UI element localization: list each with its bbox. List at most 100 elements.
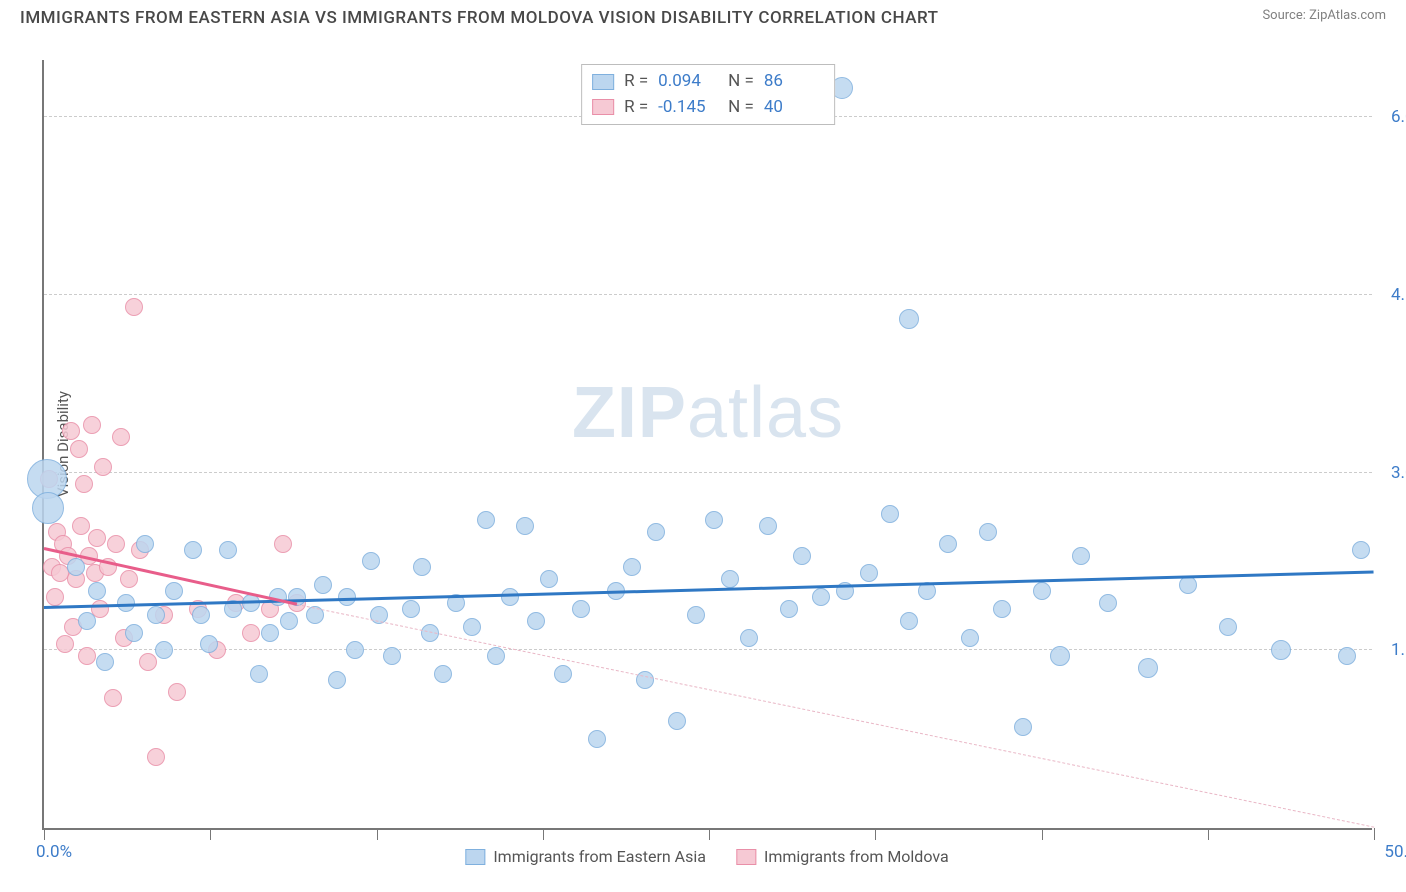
x-tick-label: 0.0% [36,842,72,862]
data-point [155,641,173,659]
data-point [139,653,157,671]
data-point [647,523,665,541]
data-point [78,647,96,665]
data-point [860,564,878,582]
legend-row: R = 0.094 N = 86 [592,69,824,95]
data-point [900,612,918,630]
data-point [200,635,218,653]
data-point [540,570,558,588]
source-link[interactable]: ZipAtlas.com [1309,8,1386,23]
series-legend: Immigrants from Eastern Asia Immigrants f… [465,847,948,866]
data-point [94,458,112,476]
data-point [125,298,143,316]
y-tick-label: 3.0% [1391,463,1406,483]
data-point [721,570,739,588]
data-point [939,535,957,553]
data-point [147,748,165,766]
x-tick [543,828,544,840]
data-point [572,600,590,618]
data-point [107,535,125,553]
data-point [740,629,758,647]
data-point [516,517,534,535]
data-point [136,535,154,553]
data-point [463,618,481,636]
data-point [1352,541,1370,559]
data-point [434,665,452,683]
data-point [165,582,183,600]
data-point [274,535,292,553]
data-point [104,689,122,707]
x-tick [1208,828,1209,840]
legend-swatch [592,74,614,90]
legend-item: Immigrants from Eastern Asia [465,847,706,866]
data-point [527,612,545,630]
data-point [56,635,74,653]
data-point [705,511,723,529]
data-point [362,552,380,570]
data-point [1099,594,1117,612]
data-point [250,665,268,683]
data-point [477,511,495,529]
data-point [1338,647,1356,665]
data-point [383,647,401,665]
x-tick [44,828,45,840]
data-point [812,588,830,606]
correlation-legend: R = 0.094 N = 86R = -0.145 N = 40 [581,64,835,125]
data-point [70,440,88,458]
data-point [314,576,332,594]
data-point [979,523,997,541]
trend-line [44,570,1374,609]
data-point [402,600,420,618]
data-point [32,492,64,524]
gridline [44,472,1372,473]
data-point [961,629,979,647]
x-tick-label: 50.0% [1384,842,1406,862]
data-point [184,541,202,559]
data-point [588,730,606,748]
x-tick [1374,828,1375,840]
data-point [147,606,165,624]
y-tick-label: 4.5% [1391,285,1406,305]
data-point [83,416,101,434]
data-point [120,570,138,588]
data-point [219,541,237,559]
data-point [1072,547,1090,565]
x-tick [1042,828,1043,840]
legend-swatch [592,99,614,115]
chart-title: IMMIGRANTS FROM EASTERN ASIA VS IMMIGRAN… [20,8,938,28]
data-point [554,665,572,683]
data-point [993,600,1011,618]
data-point [346,641,364,659]
data-point [413,558,431,576]
data-point [780,600,798,618]
data-point [88,529,106,547]
gridline [44,649,1372,650]
data-point [1219,618,1237,636]
data-point [96,653,114,671]
data-point [687,606,705,624]
data-point [1179,576,1197,594]
x-tick [210,828,211,840]
data-point [328,671,346,689]
y-tick-label: 1.5% [1391,640,1406,660]
gridline [44,294,1372,295]
legend-swatch [465,849,485,865]
y-tick-label: 6.0% [1391,107,1406,127]
data-point [62,422,80,440]
data-point [72,517,90,535]
data-point [168,683,186,701]
data-point [881,505,899,523]
legend-item: Immigrants from Moldova [736,847,949,866]
data-point [636,671,654,689]
watermark: ZIPatlas [572,372,844,454]
trend-extrapolation [297,604,1375,828]
data-point [793,547,811,565]
data-point [242,624,260,642]
data-point [78,612,96,630]
data-point [1050,646,1070,666]
data-point [487,647,505,665]
legend-label: Immigrants from Eastern Asia [493,847,706,866]
data-point [88,582,106,600]
data-point [67,558,85,576]
data-point [125,624,143,642]
